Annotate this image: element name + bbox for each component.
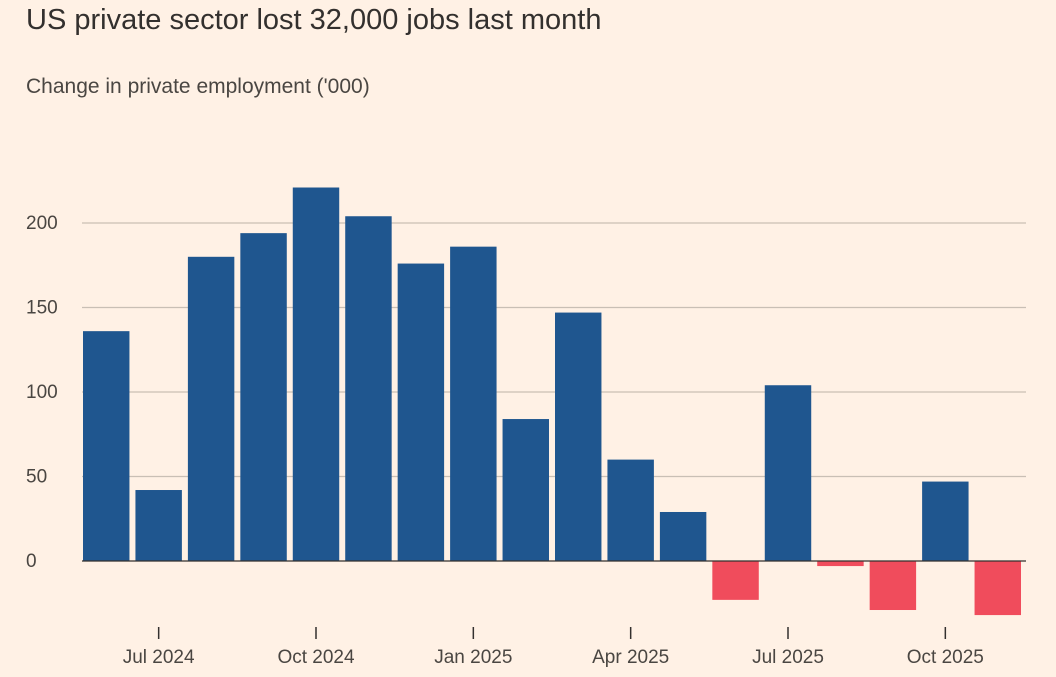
y-tick-label: 0 xyxy=(26,551,37,572)
bar xyxy=(817,561,864,567)
y-tick-label: 150 xyxy=(26,298,58,319)
bar xyxy=(922,481,969,561)
bar xyxy=(974,561,1021,616)
y-tick-label: 50 xyxy=(26,467,47,488)
bar xyxy=(764,385,812,561)
bar xyxy=(555,312,602,561)
chart-title: US private sector lost 32,000 jobs last … xyxy=(26,4,602,36)
x-tick-label: Oct 2025 xyxy=(907,647,984,668)
x-tick-label: Jul 2024 xyxy=(123,647,195,668)
bar xyxy=(659,511,707,561)
bar xyxy=(397,263,445,561)
x-tick-label: Oct 2024 xyxy=(277,647,355,668)
bar xyxy=(187,256,235,561)
y-tick-label: 200 xyxy=(26,213,58,234)
x-tick-label: Jan 2025 xyxy=(434,647,512,668)
x-tick-label: Jul 2025 xyxy=(752,647,824,668)
bar xyxy=(345,216,392,562)
x-tick-label: Apr 2025 xyxy=(592,647,669,668)
bar xyxy=(450,246,497,561)
bar xyxy=(607,459,654,561)
bar xyxy=(712,561,759,600)
bar xyxy=(292,187,340,561)
y-tick-label: 100 xyxy=(26,382,58,403)
chart-subtitle: Change in private employment ('000) xyxy=(26,75,370,98)
bar xyxy=(83,331,130,561)
bar xyxy=(240,233,287,561)
bar xyxy=(135,490,182,561)
bar xyxy=(869,561,917,611)
bar xyxy=(502,419,549,561)
